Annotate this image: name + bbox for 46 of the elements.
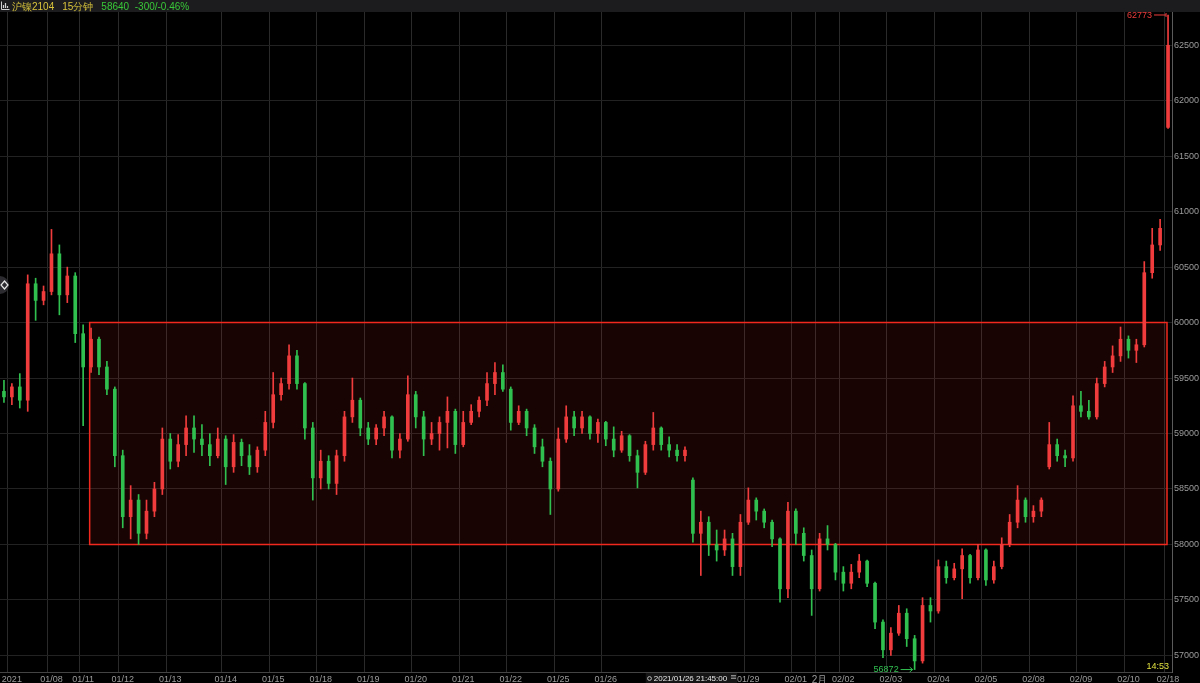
y-tick-label: 59000 [1174, 428, 1200, 438]
x-tick-label: 02/18 [1156, 673, 1180, 683]
y-tick-label: 61500 [1174, 150, 1200, 161]
x-tick-label: 01/13 [158, 673, 182, 683]
x-tick-label: 02/08 [1022, 673, 1045, 683]
annotation: 56872 [873, 663, 899, 674]
y-tick-label: 57500 [1174, 594, 1200, 605]
y-tick-label: 62000 [1174, 95, 1200, 106]
x-tick-label: 01/19 [356, 673, 380, 683]
x-tick-label: 02/05 [974, 673, 998, 683]
x-tick-label: 02/04 [927, 673, 950, 683]
y-tick-label: 58000 [1174, 538, 1200, 549]
y-tick-label: 60500 [1174, 261, 1200, 272]
y-tick-label: 60000 [1174, 317, 1200, 328]
x-tick-label: 02/01 [784, 673, 808, 683]
x-tick-label: 01/29 [737, 673, 760, 683]
x-tick-label: 02/09 [1069, 673, 1093, 683]
x-tick-label: 01/11 [72, 673, 95, 683]
candlestick [1063, 449, 1067, 468]
x-tick-label: 01/08 [40, 673, 63, 683]
text: 58640 -300/-0.46% [101, 1, 190, 12]
y-tick-label: 58500 [1174, 483, 1200, 494]
annotation: 62773 [1127, 9, 1153, 20]
y-tick-label: 62500 [1174, 39, 1200, 50]
text: 2021/01/26 21:45:00 [653, 673, 728, 683]
x-tick-label: 02/02 [832, 673, 855, 683]
x-tick-label: 01/15 [261, 673, 285, 683]
x-tick-label: 01/26 [594, 673, 618, 683]
y-tick-label: 59500 [1174, 372, 1200, 383]
x-tick-label: 01/21 [451, 673, 475, 683]
x-tick-label: 01/12 [111, 673, 135, 683]
candlestick [200, 424, 204, 457]
chart-subtitle: 15分钟 [62, 1, 94, 12]
x-tick-label: 01/25 [547, 673, 570, 683]
x-tick-label: 01/14 [214, 673, 237, 683]
x-tick-label: 01/18 [309, 673, 332, 683]
x-tick-label: 02/10 [1117, 673, 1140, 683]
chart-title: 沪镍2104 [12, 1, 55, 12]
y-tick-label: 57000 [1174, 649, 1200, 660]
y-tick-label: 61000 [1174, 206, 1200, 217]
candlestick [698, 510, 703, 576]
x-tick-label: 01/20 [404, 673, 428, 683]
annotation: 14:53 [1146, 661, 1169, 671]
x-tick-label: 02/03 [879, 673, 903, 683]
x-tick-label: 01/22 [499, 673, 523, 683]
x-tick-label: 2021 [1, 673, 22, 683]
